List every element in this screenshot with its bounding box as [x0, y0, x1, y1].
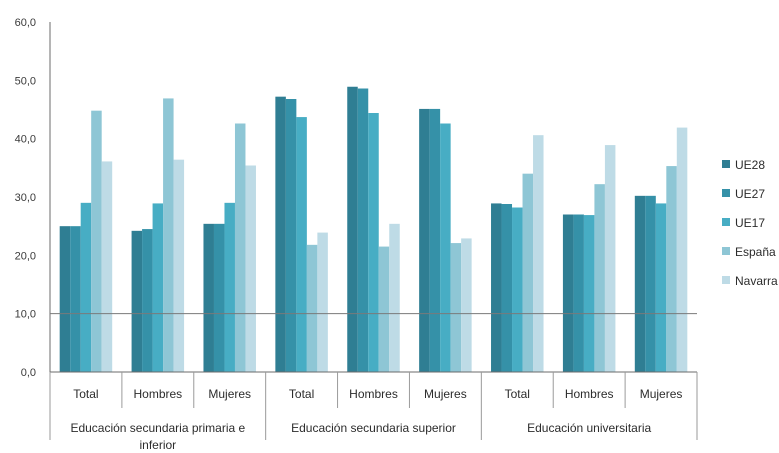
y-tick-label: 30,0	[15, 192, 36, 204]
bar-navarra	[173, 159, 185, 372]
bar-ue17	[152, 203, 164, 372]
bar-navarra	[676, 127, 688, 372]
x-category-label: Mujeres	[208, 387, 251, 401]
bar-ue28	[562, 214, 574, 372]
legend-swatch	[722, 218, 730, 226]
bar-ue28	[203, 223, 214, 372]
legend-label: UE27	[735, 187, 765, 201]
x-category-label: Hombres	[133, 387, 182, 401]
legend-swatch	[722, 160, 730, 168]
legend-label: UE17	[735, 216, 765, 230]
bar-espa-a	[234, 123, 246, 372]
bar-ue28	[491, 203, 502, 372]
x-category-label: Mujeres	[640, 387, 683, 401]
bar-ue28	[347, 86, 358, 372]
x-group-label: Educación secundaria primaria e	[70, 421, 245, 435]
x-category-label: Hombres	[349, 387, 398, 401]
legend-swatch	[722, 189, 730, 197]
x-group-label: Educación secundaria superior	[291, 421, 456, 435]
bar-ue28	[59, 226, 71, 372]
bar-ue27	[142, 229, 153, 372]
bar-espa-a	[450, 243, 462, 372]
legend-label: Navarra	[735, 274, 778, 288]
x-category-label: Total	[289, 387, 314, 401]
bar-navarra	[101, 161, 113, 372]
bar-ue17	[583, 215, 595, 372]
bar-espa-a	[666, 166, 677, 372]
bar-espa-a	[306, 244, 318, 372]
x-category-label: Hombres	[565, 387, 614, 401]
y-tick-label: 40,0	[15, 134, 36, 146]
bar-ue17	[224, 202, 235, 372]
bar-ue27	[501, 204, 513, 372]
y-tick-label: 0,0	[21, 367, 36, 379]
bars	[50, 86, 697, 373]
bar-ue28	[419, 108, 430, 373]
bar-ue27	[213, 223, 225, 372]
y-tick-label: 60,0	[15, 17, 36, 29]
bar-navarra	[317, 232, 328, 372]
y-tick-label: 20,0	[15, 250, 36, 262]
x-group-label-line2: inferior	[139, 438, 176, 452]
x-axis: Total Hombres Mujeres Total Hombres Mujeres To…	[49, 371, 698, 452]
bar-ue17	[512, 207, 523, 372]
bar-ue28	[131, 230, 143, 372]
bar-espa-a	[522, 173, 534, 372]
x-category-label: Mujeres	[424, 387, 467, 401]
bar-ue28	[634, 195, 646, 372]
bar-ue27	[645, 195, 656, 372]
x-category-label: Total	[505, 387, 530, 401]
bar-navarra	[461, 238, 472, 372]
x-group-label: Educación universitaria	[527, 421, 651, 435]
bar-ue17	[296, 117, 307, 372]
y-tick-label: 10,0	[15, 309, 36, 321]
bar-ue27	[70, 226, 81, 372]
y-axis: 0,0 10,0 20,0 30,0 40,0 50,0 60,0	[15, 17, 51, 379]
bar-espa-a	[594, 184, 605, 372]
bar-ue27	[429, 108, 441, 373]
x-category-label: Total	[73, 387, 98, 401]
bar-ue28	[275, 96, 286, 373]
legend: UE28 UE27 UE17 España Navarra	[722, 158, 778, 288]
legend-label: España	[735, 245, 776, 259]
bar-ue17	[368, 113, 379, 372]
bar-ue17	[80, 202, 92, 372]
legend-swatch	[722, 276, 730, 284]
y-tick-label: 50,0	[15, 75, 36, 87]
legend-swatch	[722, 247, 730, 255]
bar-ue17	[655, 203, 667, 372]
bar-espa-a	[91, 110, 102, 373]
bar-ue27	[357, 88, 369, 372]
bar-espa-a	[163, 98, 174, 373]
bar-navarra	[389, 223, 400, 372]
legend-label: UE28	[735, 158, 765, 172]
bar-espa-a	[378, 246, 390, 372]
bar-ue27	[285, 99, 297, 372]
bar-ue27	[573, 214, 584, 372]
bar-navarra	[245, 165, 256, 372]
bar-navarra	[533, 135, 544, 372]
bar-ue17	[440, 123, 451, 372]
bar-navarra	[604, 145, 616, 372]
